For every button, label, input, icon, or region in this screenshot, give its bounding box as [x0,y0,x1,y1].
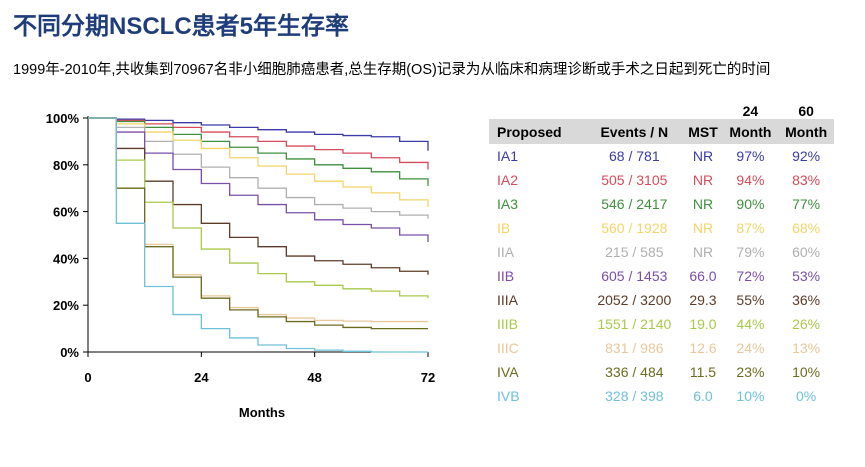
cell-events: 68 / 781 [609,148,660,164]
cell-stage: IA3 [497,196,519,212]
table-row: IVB 328 / 398 6.0 10% 0% [489,384,834,408]
table-row: IIIC 831 / 986 12.6 24% 13% [489,336,834,360]
series-line-ivb [88,117,428,353]
table-row: IIIB 1551 / 2140 19.0 44% 26% [489,312,834,336]
cell-m60: 13% [792,340,821,356]
cell-m24: 24% [736,340,765,356]
table-row: IA2 505 / 3105 NR 94% 83% [489,168,834,192]
table-row: IIB 605 / 1453 66.0 72% 53% [489,264,834,288]
y-tick-label: 100% [46,111,80,126]
cell-mst: 19.0 [689,316,717,332]
cell-mst: NR [692,148,714,164]
cell-events: 328 / 398 [605,388,664,404]
x-axis-label: Months [239,405,285,420]
cell-events: 336 / 484 [605,364,664,380]
cell-m24: 10% [736,388,765,404]
cell-m60: 10% [792,364,821,380]
series-line-ia1 [88,117,429,151]
table-row: IIA 215 / 585 NR 79% 60% [489,240,834,264]
cell-stage: IIIC [497,340,519,356]
cell-events: 505 / 3105 [601,172,668,188]
col-header-24-top: 24 [742,103,759,119]
cell-stage: IVA [497,364,519,380]
y-tick-label: 60% [53,205,79,220]
cell-events: 560 / 1928 [601,220,668,236]
table-body: IA1 68 / 781 NR 97% 92% IA2 505 / 3105 NR 94% 83%… [489,144,834,408]
cell-stage: IIA [497,244,515,260]
cell-m24: 97% [736,148,765,164]
cell-m60: 26% [792,316,821,332]
cell-m24: 87% [736,220,765,236]
cell-stage: IA2 [497,172,519,188]
cell-m24: 23% [736,364,765,380]
cell-stage: IB [497,220,511,236]
cell-m24: 94% [736,172,765,188]
col-header-events-top [585,101,683,119]
cell-m60: 60% [792,244,821,260]
cell-stage: IIB [497,268,515,284]
cell-m60: 83% [792,172,821,188]
cell-stage: IA1 [497,148,519,164]
cell-events: 215 / 585 [605,244,664,260]
col-header-proposed-top [489,101,585,119]
page-subtitle: 1999年-2010年,共收集到70967名非小细胞肺癌患者,总生存期(OS)记… [13,62,771,78]
cell-events: 2052 / 3200 [597,292,672,308]
y-tick-label: 40% [53,251,79,266]
cell-events: 546 / 2417 [601,196,668,212]
series-line-ib [88,117,429,207]
cell-m24: 44% [736,316,765,332]
cell-m60: 53% [792,268,821,284]
table-row: IB 560 / 1928 NR 87% 68% [489,216,834,240]
table-row: IA3 546 / 2417 NR 90% 77% [489,192,834,216]
page-title: 不同分期NSCLC患者5年生存率 [13,13,350,40]
cell-m24: 55% [736,292,765,308]
x-tick-label: 72 [421,370,435,385]
cell-stage: IIIB [497,316,519,332]
cell-mst: 29.3 [689,292,717,308]
cell-events: 831 / 986 [605,340,664,356]
cell-m60: 92% [792,148,821,164]
series-line-iiib [88,117,429,299]
y-tick-label: 80% [53,158,79,173]
cell-mst: NR [692,244,714,260]
x-tick-label: 24 [194,370,209,385]
cell-m60: 68% [792,220,821,236]
cell-events: 605 / 1453 [601,268,668,284]
x-tick-label: 0 [84,370,91,385]
cell-mst: 12.6 [689,340,717,356]
cell-m60: 36% [792,292,821,308]
cell-mst: 66.0 [689,268,717,284]
cell-m24: 72% [736,268,765,284]
cell-stage: IVB [497,388,520,404]
cell-mst: 6.0 [693,388,713,404]
cell-mst: NR [692,196,714,212]
y-tick-label: 20% [53,298,79,313]
cell-m60: 77% [792,196,821,212]
table-row: IA1 68 / 781 NR 97% 92% [489,144,834,168]
cell-m60: 0% [796,388,817,404]
survival-table: 24 60 Proposed Events / N MST Month Mont… [489,101,834,408]
col-header-24-month: Month [722,119,779,144]
survival-chart: 0% 20% 40% 60% 80% 100% 0 24 48 72 Months [46,111,435,420]
table-row: IIIA 2052 / 3200 29.3 55% 36% [489,288,834,312]
col-header-proposed: Proposed [489,119,586,144]
cell-m24: 90% [736,196,765,212]
y-tick-label: 0% [60,345,79,360]
cell-mst: 11.5 [689,364,717,380]
cell-stage: IIIA [497,292,519,308]
cell-mst: NR [692,172,714,188]
cell-mst: NR [692,220,714,236]
table-row: IVA 336 / 484 11.5 23% 10% [489,360,834,384]
col-header-mst: MST [683,119,723,144]
cell-events: 1551 / 2140 [597,316,672,332]
col-header-events: Events / N [585,119,684,144]
col-header-mst-top [683,101,722,119]
col-header-60-top: 60 [798,103,814,119]
cell-m24: 79% [736,244,765,260]
x-tick-label: 48 [307,370,321,385]
col-header-60-month: Month [778,119,834,144]
